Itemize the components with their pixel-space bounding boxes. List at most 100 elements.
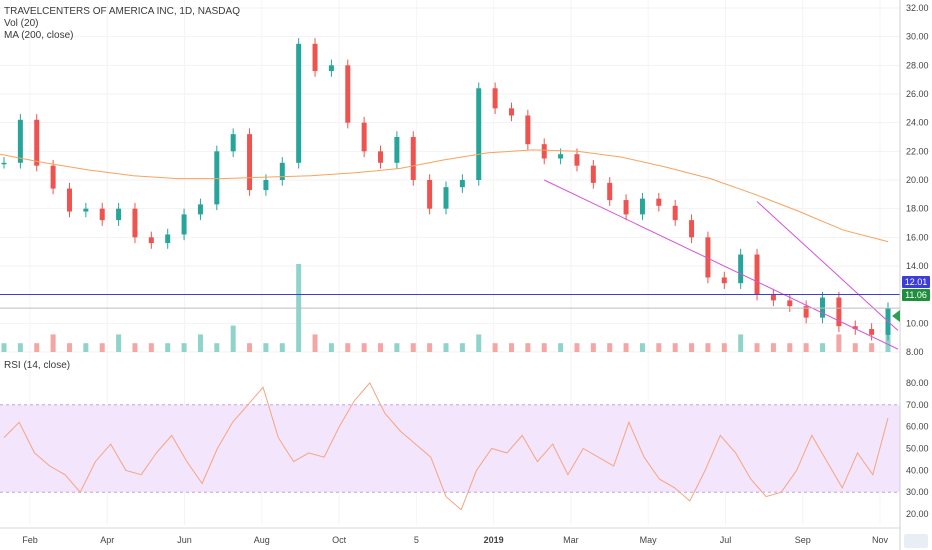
volume-bar [116, 334, 122, 352]
candle-body [50, 165, 56, 189]
rsi-tick-label: 50.00 [906, 444, 929, 454]
volume-bar [181, 343, 187, 352]
candle-body [296, 43, 302, 163]
candle-body [394, 137, 400, 163]
price-tick-label: 20.00 [906, 175, 929, 185]
volume-bar [83, 343, 89, 352]
volume-bar [738, 334, 744, 352]
candle-body [279, 162, 285, 180]
time-tick-label: Jun [177, 535, 192, 545]
candle-body [328, 65, 334, 72]
price-tick-label: 32.00 [906, 3, 929, 13]
candle-body [721, 277, 727, 284]
rsi-tick-label: 60.00 [906, 422, 929, 432]
candle-body [639, 198, 645, 215]
volume-bar [459, 343, 465, 352]
time-tick-label: Aug [254, 535, 270, 545]
rsi-tick-label: 20.00 [906, 509, 929, 519]
volume-bar [230, 325, 236, 352]
candle-body [558, 154, 564, 159]
time-tick-label: Oct [332, 535, 347, 545]
volume-bar [836, 334, 842, 352]
resistance-line [0, 294, 900, 309]
rsi-band [0, 404, 900, 493]
candle-body [99, 208, 105, 221]
rsi-tick-label: 80.00 [906, 378, 929, 388]
candle-body [361, 122, 367, 152]
time-tick-label: Mar [563, 535, 579, 545]
candle-body [1, 162, 7, 165]
candle-body [181, 214, 187, 235]
volume-bar [263, 343, 269, 352]
resistance-price-tag: 12.01 [902, 276, 930, 288]
price-tick-label: 24.00 [906, 118, 929, 128]
price-tick-label: 26.00 [906, 89, 929, 99]
candle-body [476, 88, 482, 180]
candle-body [230, 134, 236, 152]
time-tick-label: 2019 [484, 535, 504, 545]
rsi-tick-label: 30.00 [906, 487, 929, 497]
candle-body [83, 208, 89, 212]
candle-body [508, 108, 514, 116]
rsi-tick-label: 40.00 [906, 465, 929, 475]
candle-body [803, 306, 809, 318]
channel-upper [756, 201, 899, 331]
price-tick-label: 22.00 [906, 146, 929, 156]
time-tick-label: Sep [795, 535, 811, 545]
candle-body [672, 205, 678, 221]
time-tick-label: Apr [100, 535, 114, 545]
candle-body [869, 329, 875, 335]
volume-bar [705, 343, 711, 352]
candle-body [656, 198, 662, 206]
candle-body [590, 165, 596, 183]
price-tick-label: 30.00 [906, 32, 929, 42]
channel-lower [544, 179, 899, 350]
volume-bar [787, 343, 793, 352]
trend-channel [544, 179, 899, 350]
price-tick-label: 28.00 [906, 60, 929, 70]
candle-body [459, 180, 465, 188]
price-tick-label: 10.00 [906, 318, 929, 328]
candle-body [689, 220, 695, 238]
volume-bar [852, 343, 858, 352]
left-triangle-icon [892, 310, 900, 322]
volume-bar [50, 334, 56, 352]
ma-path [0, 149, 889, 243]
volume-bar [656, 343, 662, 352]
volume-bar [361, 343, 367, 352]
candle-body [836, 297, 842, 327]
volume-bar [132, 343, 138, 352]
time-tick-label: Nov [872, 535, 889, 545]
time-tick-label: Feb [22, 535, 38, 545]
volume-bar [754, 343, 760, 352]
volume-bar [476, 334, 482, 352]
volume-bar [279, 343, 285, 352]
rsi-path [3, 382, 889, 511]
volume-bar [378, 343, 384, 352]
volume-legend: Vol (20) [4, 18, 39, 29]
candle-body [754, 254, 760, 295]
candles [1, 38, 891, 341]
volume-bar [869, 343, 875, 352]
rsi-legend: RSI (14, close) [4, 360, 71, 371]
volume-bar [672, 343, 678, 352]
candle-body [427, 180, 433, 209]
candle-body [247, 134, 253, 191]
volume-bar [427, 343, 433, 352]
volume-bars [1, 264, 891, 352]
volume-bar [590, 343, 596, 352]
candle-body [116, 208, 122, 221]
volume-bar [410, 343, 416, 352]
candle-body [852, 326, 858, 330]
volume-bar [443, 343, 449, 352]
tradingview-logo-icon [904, 534, 928, 548]
candle-body [34, 119, 40, 166]
candle-body [214, 151, 220, 205]
candle-body [17, 119, 23, 163]
candle-body [738, 254, 744, 284]
last-price-tag: 11.06 [902, 289, 930, 301]
volume-bar [689, 343, 695, 352]
volume-bar [66, 343, 72, 352]
ma-legend: MA (200, close) [4, 30, 74, 41]
